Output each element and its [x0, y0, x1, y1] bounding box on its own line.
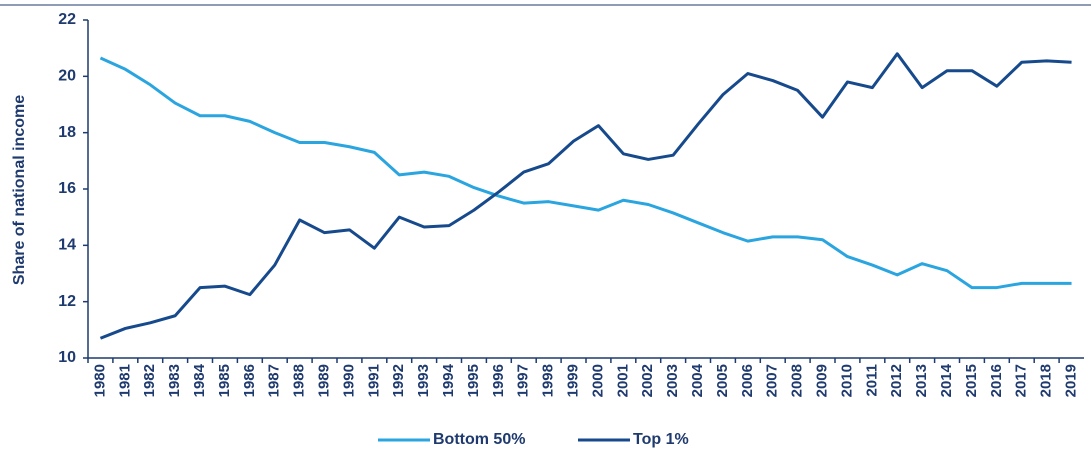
x-tick-label: 2009 — [814, 364, 831, 397]
y-tick-label: 20 — [58, 68, 76, 85]
x-tick-label: 2015 — [963, 364, 980, 397]
x-tick-label: 1999 — [565, 364, 582, 397]
series-line — [99, 52, 1072, 340]
x-tick-label: 1998 — [540, 364, 557, 397]
x-tick-label: 2006 — [739, 364, 756, 397]
y-tick-label: 18 — [58, 124, 76, 141]
x-tick-label: 2004 — [689, 363, 706, 397]
x-tick-label: 1981 — [116, 364, 133, 397]
x-tick-label: 2012 — [888, 364, 905, 397]
x-tick-label: 2007 — [764, 364, 781, 397]
series-line — [99, 56, 1072, 290]
x-tick-label: 1997 — [515, 364, 532, 397]
y-tick-label: 12 — [58, 293, 76, 310]
x-tick-label: 2013 — [913, 364, 930, 397]
x-tick-label: 2017 — [1013, 364, 1030, 397]
x-tick-label: 1987 — [266, 364, 283, 397]
x-tick-label: 1988 — [291, 364, 308, 397]
x-tick-label: 2001 — [614, 364, 631, 397]
x-tick-label: 1992 — [390, 364, 407, 397]
x-tick-label: 2014 — [938, 363, 955, 397]
x-tick-label: 2018 — [1038, 364, 1055, 397]
x-tick-label: 1986 — [241, 364, 258, 397]
x-tick-label: 1982 — [141, 364, 158, 397]
x-tick-label: 1980 — [91, 364, 108, 397]
x-tick-label: 2002 — [639, 364, 656, 397]
y-axis-label: Share of national income — [11, 95, 28, 285]
legend-label: Top 1% — [633, 431, 689, 448]
x-tick-label: 2003 — [664, 364, 681, 397]
x-tick-label: 1984 — [191, 363, 208, 397]
x-tick-label: 2008 — [789, 364, 806, 397]
x-tick-label: 1990 — [340, 364, 357, 397]
x-tick-label: 2000 — [589, 364, 606, 397]
y-tick-label: 16 — [58, 180, 76, 197]
x-tick-label: 1983 — [166, 364, 183, 397]
x-tick-label: 1989 — [316, 364, 333, 397]
legend-label: Bottom 50% — [433, 431, 525, 448]
x-tick-label: 2011 — [863, 364, 880, 397]
x-tick-label: 2016 — [988, 364, 1005, 397]
x-tick-label: 1995 — [465, 364, 482, 397]
x-tick-label: 1994 — [440, 363, 457, 397]
x-tick-label: 1993 — [415, 364, 432, 397]
x-tick-label: 2010 — [838, 364, 855, 397]
x-tick-label: 1985 — [216, 364, 233, 397]
x-tick-label: 1996 — [490, 364, 507, 397]
x-tick-label: 2019 — [1063, 364, 1080, 397]
y-tick-label: 22 — [58, 11, 76, 28]
x-tick-label: 1991 — [365, 364, 382, 397]
y-tick-label: 10 — [58, 349, 76, 366]
x-tick-label: 2005 — [714, 364, 731, 397]
y-tick-label: 14 — [58, 237, 76, 254]
